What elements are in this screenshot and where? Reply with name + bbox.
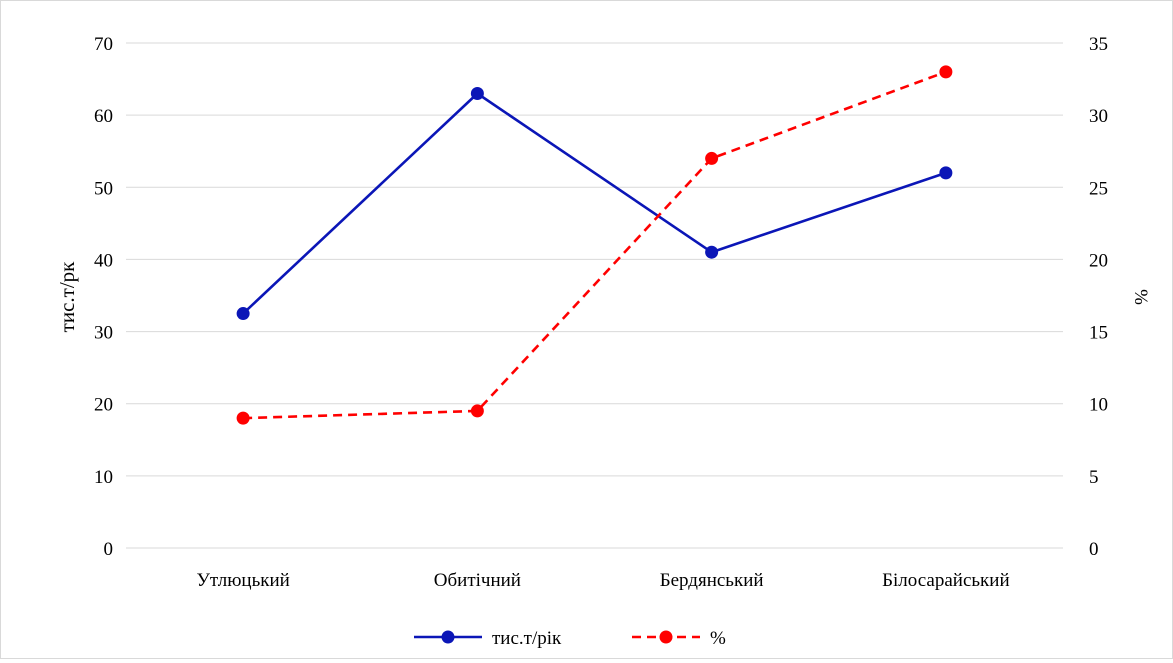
y-axis-label-right: %: [1130, 289, 1151, 305]
y-tick-label-right: 25: [1089, 178, 1108, 199]
y-axis-label-left: тис.т/рк: [55, 261, 79, 332]
data-point: [236, 411, 250, 425]
series-line: [242, 92, 947, 315]
y-tick-label-left: 60: [94, 106, 113, 127]
legend-item: тис.т/рік: [414, 628, 562, 649]
x-tick-label: Білосарайський: [882, 570, 1010, 591]
gridlines: [126, 42, 1063, 549]
y-tick-label-left: 20: [94, 395, 113, 416]
series-line: [243, 70, 947, 420]
y-tick-label-left: 10: [94, 467, 113, 488]
data-point: [705, 151, 719, 165]
legend-label: тис.т/рік: [492, 628, 562, 649]
right-axis: 0 5 10 15 20 25 30 35: [1089, 34, 1108, 560]
y-tick-label-left: 70: [94, 34, 113, 55]
data-point: [470, 87, 484, 100]
y-tick-label-left: 30: [94, 323, 113, 344]
legend-item: %: [632, 628, 726, 649]
series-left: [236, 87, 953, 321]
x-tick-label: Бердянський: [660, 570, 764, 591]
y-tick-label-left: 40: [94, 250, 113, 271]
data-point: [236, 307, 250, 321]
series-right: [236, 65, 953, 425]
y-tick-label-right: 10: [1089, 395, 1108, 416]
legend: тис.т/рік%: [414, 628, 726, 649]
legend-label: %: [710, 628, 726, 649]
x-axis: Утлюцький Обитічний Бердянський Білосарайсь…: [196, 570, 1009, 591]
x-tick-label: Обитічний: [434, 570, 521, 591]
data-point: [470, 404, 484, 418]
data-point: [939, 65, 953, 79]
series-layer: [236, 65, 953, 425]
x-tick-label: Утлюцький: [196, 570, 289, 591]
y-tick-label-left: 50: [94, 178, 113, 199]
legend-marker: [659, 630, 673, 644]
data-point: [705, 245, 719, 259]
legend-marker: [441, 630, 455, 644]
data-point: [939, 166, 953, 180]
y-tick-label-right: 20: [1089, 250, 1108, 271]
y-tick-label-right: 30: [1089, 106, 1108, 127]
y-tick-label-right: 35: [1089, 34, 1108, 55]
left-axis: 0 10 20 30 40 50 60 70: [94, 34, 113, 560]
y-tick-label-left: 0: [104, 539, 114, 560]
y-tick-label-right: 5: [1089, 467, 1099, 488]
y-tick-label-right: 0: [1089, 539, 1099, 560]
y-tick-label-right: 15: [1089, 323, 1108, 344]
